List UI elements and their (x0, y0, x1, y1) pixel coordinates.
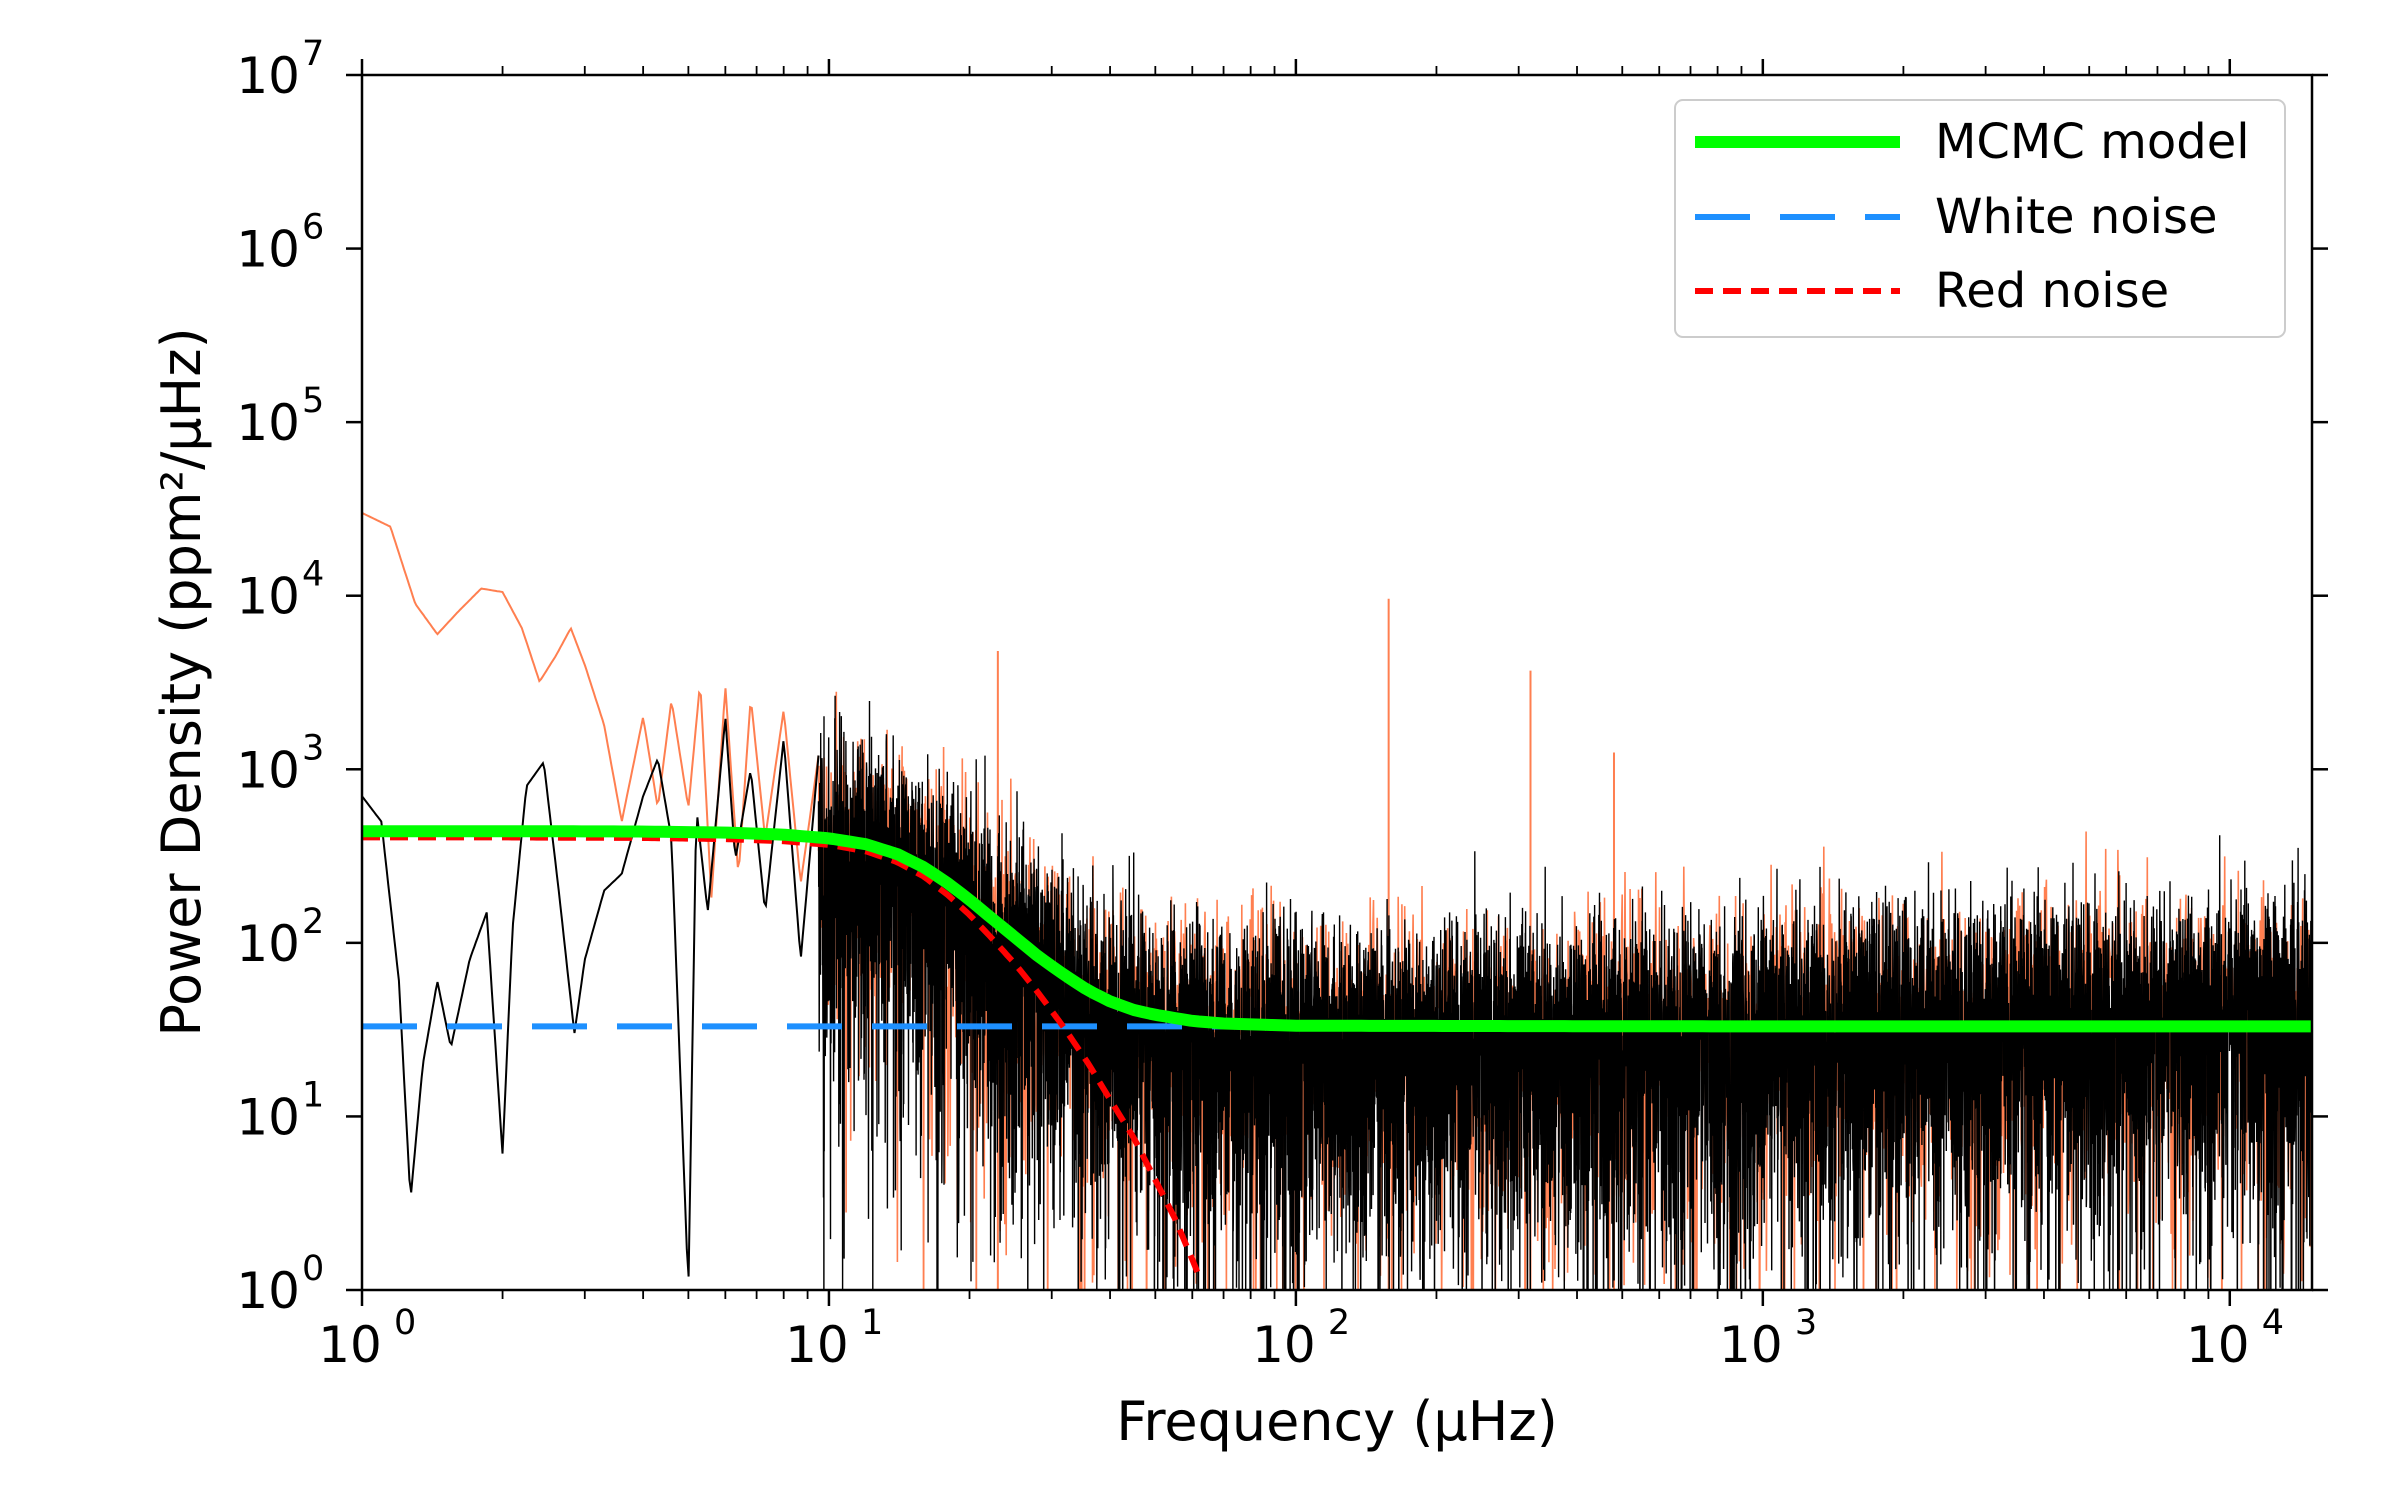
x-tick-label: 10 (1719, 1316, 1783, 1374)
legend-label-white-noise: White noise (1935, 189, 2218, 245)
y-tick-label: 10 (236, 568, 300, 626)
x-tick-label: 10 (318, 1316, 382, 1374)
y-tick-label: 10 (236, 47, 300, 105)
y-tick-label-exp: 6 (302, 208, 324, 248)
x-tick-label: 10 (785, 1316, 849, 1374)
y-tick-label: 10 (236, 1262, 300, 1320)
y-tick-label: 10 (236, 915, 300, 973)
y-tick-label-exp: 2 (302, 902, 324, 942)
y-tick-label: 10 (236, 394, 300, 452)
mcmc-model-line (362, 825, 2312, 1033)
legend-label-red-noise: Red noise (1935, 263, 2169, 319)
x-tick-label: 10 (1252, 1316, 1316, 1374)
x-axis-title: Frequency (μHz) (1116, 1390, 1558, 1453)
spectrum-black-noise (817, 695, 2312, 1290)
legend: MCMC model White noise Red noise (1674, 99, 2286, 338)
tick-layer: 10 0 10 1 10 2 10 3 10 410 010 110 210 310 410 510 610 7 (236, 34, 2328, 1374)
y-tick-label: 10 (236, 1088, 300, 1146)
x-tick-label-exp: 4 (2262, 1303, 2284, 1343)
legend-label-mcmc-model: MCMC model (1935, 114, 2250, 170)
legend-box (1674, 99, 2286, 338)
y-tick-label-exp: 5 (302, 381, 324, 421)
y-tick-label-exp: 4 (302, 555, 324, 595)
red-noise-line (362, 834, 1202, 1278)
y-tick-label-exp: 7 (302, 34, 324, 74)
series-layer (362, 825, 2312, 1278)
y-tick-label: 10 (236, 221, 300, 279)
spectrum-black-line (362, 718, 820, 1277)
x-tick-label-exp: 1 (861, 1303, 883, 1343)
x-tick-label-exp: 0 (394, 1303, 416, 1343)
x-tick-label-exp: 2 (1328, 1303, 1350, 1343)
y-tick-label-exp: 0 (302, 1249, 324, 1289)
x-tick-label: 10 (2186, 1316, 2250, 1374)
plot-frame (360, 73, 2314, 1292)
y-tick-label-exp: 1 (302, 1075, 324, 1115)
x-tick-label-exp: 3 (1795, 1303, 1817, 1343)
y-axis-title: Power Density (ppm²/μHz) (150, 327, 213, 1036)
y-tick-label: 10 (236, 741, 300, 799)
y-tick-label-exp: 3 (302, 728, 324, 768)
spectrum-layer (362, 512, 2312, 1290)
